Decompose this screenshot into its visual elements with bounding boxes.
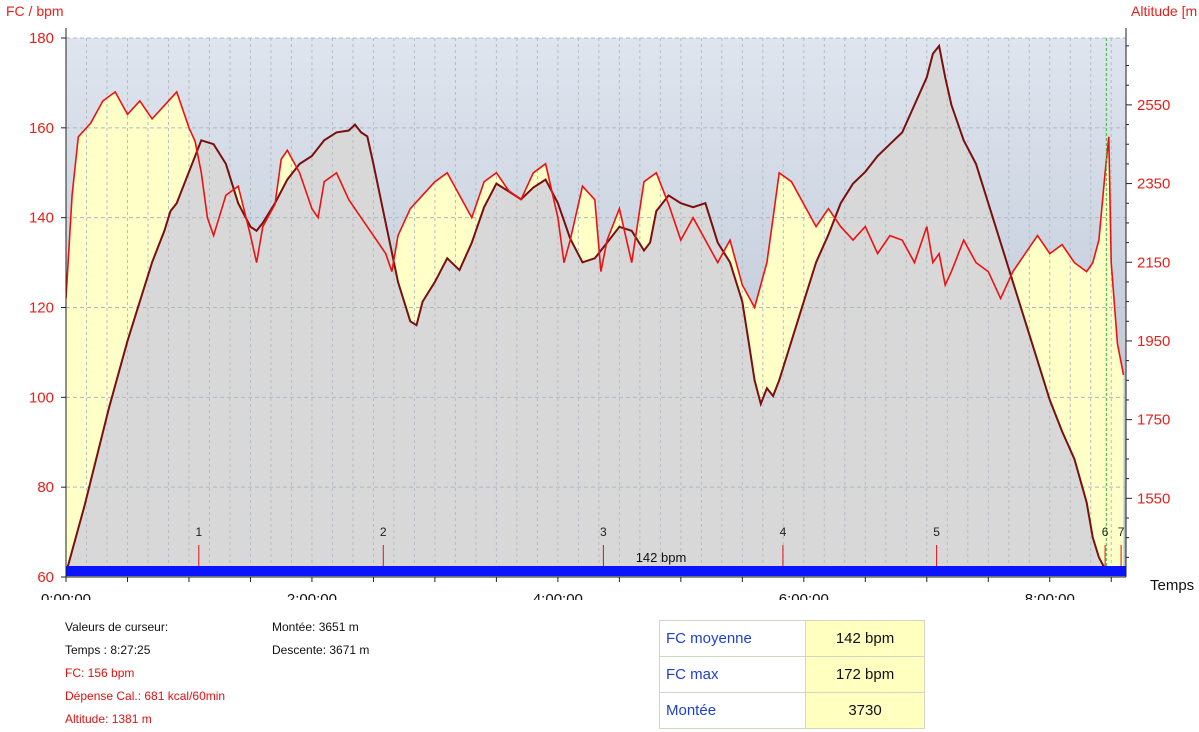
right-tick-label: 1750 <box>1137 412 1170 429</box>
stat-label: FC moyenne <box>659 620 806 657</box>
left-tick-label: 60 <box>37 569 54 586</box>
lap-label: 2 <box>380 525 387 539</box>
x-tick-label: 6:00:00 <box>779 591 829 600</box>
lap-label: 5 <box>933 525 940 539</box>
right-tick-label: 2150 <box>1137 254 1170 271</box>
stats-table: FC moyenne 142 bpm FC max 172 bpm Montée… <box>659 620 925 729</box>
altitude-line <box>66 43 1106 568</box>
stat-value: 142 bpm <box>805 620 925 657</box>
left-axis-title: FC / bpm <box>6 3 64 19</box>
right-axis-title: Altitude [m <box>1131 3 1198 19</box>
x-axis-title: Temps <box>1150 577 1195 594</box>
average-hr-label: 142 bpm <box>636 550 687 565</box>
x-tick-label: 2:00:00 <box>287 591 337 600</box>
x-tick-label: 4:00:00 <box>533 591 583 600</box>
left-tick-label: 80 <box>37 479 54 496</box>
left-tick-label: 100 <box>29 389 54 406</box>
altitude-area <box>67 45 1105 568</box>
lap-label: 6 <box>1102 525 1109 539</box>
stat-value: 172 bpm <box>805 656 925 693</box>
climb-value: Montée: 3651 m <box>272 620 359 634</box>
lap-label: 7 <box>1118 525 1125 539</box>
cursor-title: Valeurs de curseur: <box>65 620 169 634</box>
elevation-panel: Montée: 3651 m Descente: 3671 m <box>272 616 369 662</box>
stat-label: FC max <box>659 656 806 693</box>
right-tick-label: 1950 <box>1137 333 1170 350</box>
stat-value: 3730 <box>805 692 925 729</box>
x-tick-label: 0:00:00 <box>41 591 91 600</box>
lap-label: 1 <box>195 525 202 539</box>
cursor-heart-rate: FC: 156 bpm <box>65 666 135 680</box>
left-tick-label: 180 <box>29 30 54 47</box>
descent-value: Descente: 3671 m <box>272 643 370 657</box>
cursor-altitude: Altitude: 1381 m <box>65 712 152 726</box>
stats-row: Montée 3730 <box>659 692 925 729</box>
cursor-calories: Dépense Cal.: 681 kcal/60min <box>65 689 226 703</box>
left-tick-label: 160 <box>29 120 54 137</box>
lap-label: 3 <box>600 525 607 539</box>
stats-row: FC moyenne 142 bpm <box>659 620 925 657</box>
cursor-time: Temps : 8:27:25 <box>65 643 151 657</box>
cursor-values-panel: Valeurs de curseur: Temps : 8:27:25 FC: … <box>65 616 225 731</box>
lap-label: 4 <box>780 525 787 539</box>
stats-row: FC max 172 bpm <box>659 656 925 693</box>
left-tick-label: 120 <box>29 300 54 317</box>
heart-rate-line <box>66 90 1125 376</box>
left-tick-label: 140 <box>29 210 54 227</box>
right-tick-label: 2350 <box>1137 176 1170 193</box>
right-tick-label: 2550 <box>1137 97 1170 114</box>
right-tick-label: 1550 <box>1137 490 1170 507</box>
x-tick-label: 8:00:00 <box>1025 591 1075 600</box>
time-bar <box>66 566 1126 576</box>
stat-label: Montée <box>659 692 806 729</box>
grid <box>66 37 1126 567</box>
